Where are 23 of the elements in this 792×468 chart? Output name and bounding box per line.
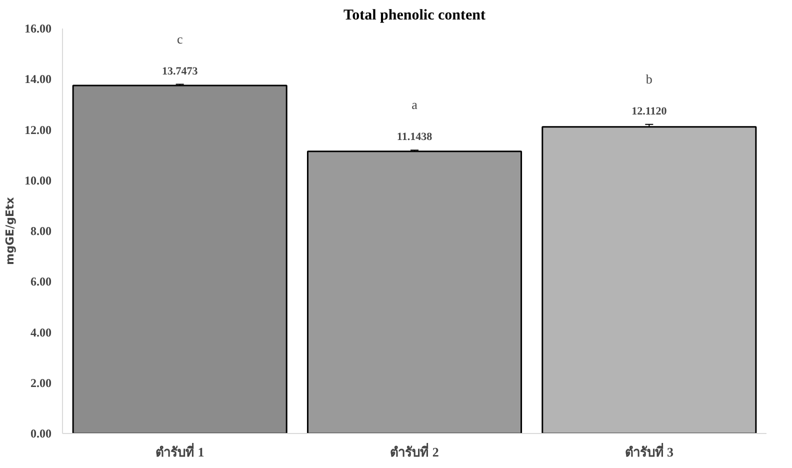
x-tick-label: ตำรับที่ 2 — [390, 442, 439, 460]
y-tick-label: 0.00 — [30, 426, 52, 440]
chart-title: Total phenolic content — [344, 8, 486, 24]
bar — [542, 126, 757, 434]
y-tick-label: 6.00 — [30, 274, 52, 289]
y-axis-title: mgGE/gEtx — [4, 197, 16, 265]
y-tick-label: 12.00 — [24, 122, 52, 137]
bar — [306, 150, 522, 434]
y-tick-label: 8.00 — [30, 224, 52, 238]
y-tick-label: 10.00 — [24, 173, 52, 188]
x-tick-label: ตำรับที่ 3 — [624, 442, 674, 460]
y-tick-label: 16.00 — [24, 22, 52, 36]
annotation: b — [646, 71, 652, 86]
y-tick-label: 4.00 — [30, 325, 52, 340]
y-tick-label: 14.00 — [24, 72, 52, 86]
x-tick-label: ตำรับที่ 1 — [155, 442, 204, 460]
annotation: a — [412, 97, 418, 112]
data-label: 11.1438 — [396, 131, 433, 144]
data-label: 13.7473 — [162, 65, 198, 78]
y-tick-label: 2.00 — [30, 376, 52, 390]
bar — [72, 84, 288, 434]
data-label: 12.1120 — [632, 105, 668, 118]
annotation: c — [176, 31, 183, 46]
